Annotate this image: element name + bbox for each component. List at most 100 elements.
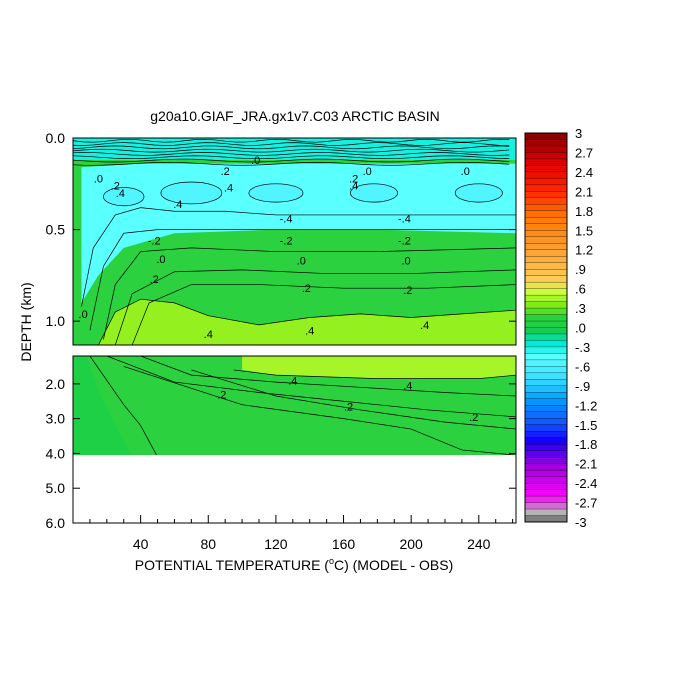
colorbar-swatch — [524, 379, 568, 387]
colorbar-swatch — [524, 463, 568, 471]
colorbar-swatch — [524, 210, 568, 218]
contour-label: -.4 — [280, 214, 293, 226]
negative-anomaly-pocket — [248, 183, 303, 203]
contour-label: .4 — [305, 325, 314, 337]
colorbar-label: .6 — [575, 282, 586, 297]
contour-line — [106, 356, 516, 418]
colorbar-swatch — [524, 372, 568, 380]
colorbar-swatch — [524, 268, 568, 277]
contour-label: .2 — [221, 166, 230, 178]
contour-label: .2 — [150, 274, 159, 286]
x-tick-label: 80 — [200, 536, 216, 552]
contour-label: .2 — [217, 389, 226, 401]
upper-contour-lines — [73, 138, 516, 345]
contour-line — [248, 183, 304, 203]
colorbar-swatch — [524, 346, 568, 354]
colorbar-swatch — [524, 171, 568, 179]
colorbar-swatch — [524, 418, 568, 426]
colorbar-swatch — [524, 489, 568, 497]
contour-line — [160, 181, 223, 205]
x-axis-label-suffix: C) (MODEL - OBS) — [334, 557, 453, 573]
colorbar-swatch — [524, 178, 568, 186]
contour-label: .4 — [403, 381, 412, 393]
x-axis-ticks: 40 80 120 160 200 240 — [89, 515, 514, 552]
y-tick-label: 0.5 — [46, 222, 66, 238]
colorbar-swatch — [524, 502, 568, 510]
contour-line — [233, 369, 516, 379]
colorbar-swatch — [524, 301, 568, 309]
contour-line — [73, 155, 510, 160]
contour-label: -.2 — [280, 236, 293, 248]
colorbar-label: -2.4 — [575, 476, 597, 491]
y-tick-label: 4.0 — [46, 445, 66, 461]
colorbar-swatch — [524, 353, 568, 361]
colorbar-swatch — [524, 243, 568, 251]
negative-anomaly-pocket — [350, 183, 398, 203]
lower-y-ticks: 2.0 3.0 4.0 5.0 6.0 — [46, 376, 516, 531]
colorbar-swatch — [524, 275, 568, 283]
colorbar-swatch — [524, 457, 568, 465]
contour-label: .4 — [204, 329, 213, 341]
colorbar-swatch — [524, 392, 568, 400]
colorbar-swatch — [524, 495, 568, 504]
positive-anomaly-region — [242, 356, 516, 379]
contour-line — [73, 162, 510, 166]
colorbar-swatch — [524, 405, 568, 413]
colorbar-swatch — [524, 132, 568, 140]
colorbar-swatch — [524, 398, 568, 406]
colorbar-label: .0 — [575, 321, 586, 336]
lower-fill-shapes — [73, 356, 516, 455]
x-axis-label-degree: o — [329, 556, 334, 566]
colorbar-swatch — [524, 217, 568, 225]
colorbar-label: -1.5 — [575, 418, 597, 433]
lower-contour-labels: .4 .4 .2 .2 .2 — [217, 375, 478, 424]
contour-label: -.2 — [398, 236, 411, 248]
contour-label: .4 — [224, 182, 233, 194]
contour-label: .0 — [363, 166, 372, 178]
contour-label: .4 — [116, 188, 125, 200]
colorbar-swatch — [524, 469, 568, 478]
x-axis-label: POTENTIAL TEMPERATURE (oC) (MODEL - OBS) — [135, 556, 454, 573]
colorbar-swatch — [524, 307, 568, 315]
contour-label: .4 — [288, 375, 297, 387]
colorbar-swatch — [524, 340, 568, 348]
contour-label: .2 — [344, 401, 353, 413]
upper-panel-frame — [72, 137, 517, 346]
colorbar-frame — [524, 132, 568, 523]
contour-label: -.2 — [148, 236, 161, 248]
colorbar: 3 2.7 2.4 2.1 1.8 1.5 1.2 .9 .6 .3 .0 -.3 -.6 -.9 -1.2… — [524, 126, 597, 530]
colorbar-swatch — [524, 262, 568, 270]
contour-line — [73, 138, 510, 143]
colorbar-swatches — [524, 132, 568, 523]
colorbar-label: 1.8 — [575, 204, 593, 219]
colorbar-label: 2.4 — [575, 165, 593, 180]
colorbar-label: .9 — [575, 262, 586, 277]
contour-label: .0 — [402, 256, 411, 268]
colorbar-swatch — [524, 327, 568, 335]
contour-label: .4 — [420, 320, 429, 332]
colorbar-swatch — [524, 197, 568, 205]
colorbar-swatch — [524, 184, 568, 192]
colorbar-label: -1.2 — [575, 398, 597, 413]
x-tick-label: 120 — [264, 536, 288, 552]
contour-line — [73, 152, 510, 156]
y-tick-label: 2.0 — [46, 376, 66, 392]
colorbar-label: -2.7 — [575, 496, 597, 511]
negative-anomaly-pocket — [103, 187, 145, 206]
contour-line — [98, 298, 516, 345]
colorbar-swatch — [524, 236, 568, 244]
near-zero-region — [73, 356, 132, 455]
colorbar-label: -.3 — [575, 340, 590, 355]
contour-label: .2 — [111, 181, 120, 193]
upper-panel: .0.2.4.2.4.0.2.4.0.0.4-.4 -.4-.2 -.2 -.2.0.… — [46, 130, 517, 346]
contour-label: -.4 — [398, 214, 411, 226]
contour-line — [114, 269, 516, 345]
colorbar-swatch — [524, 431, 568, 439]
contour-label: .0 — [79, 309, 88, 321]
colorbar-swatch — [524, 508, 568, 516]
surface-layer — [73, 138, 516, 160]
colorbar-swatch — [524, 314, 568, 322]
contour-line — [131, 284, 516, 345]
negative-anomaly-pocket — [455, 183, 503, 203]
